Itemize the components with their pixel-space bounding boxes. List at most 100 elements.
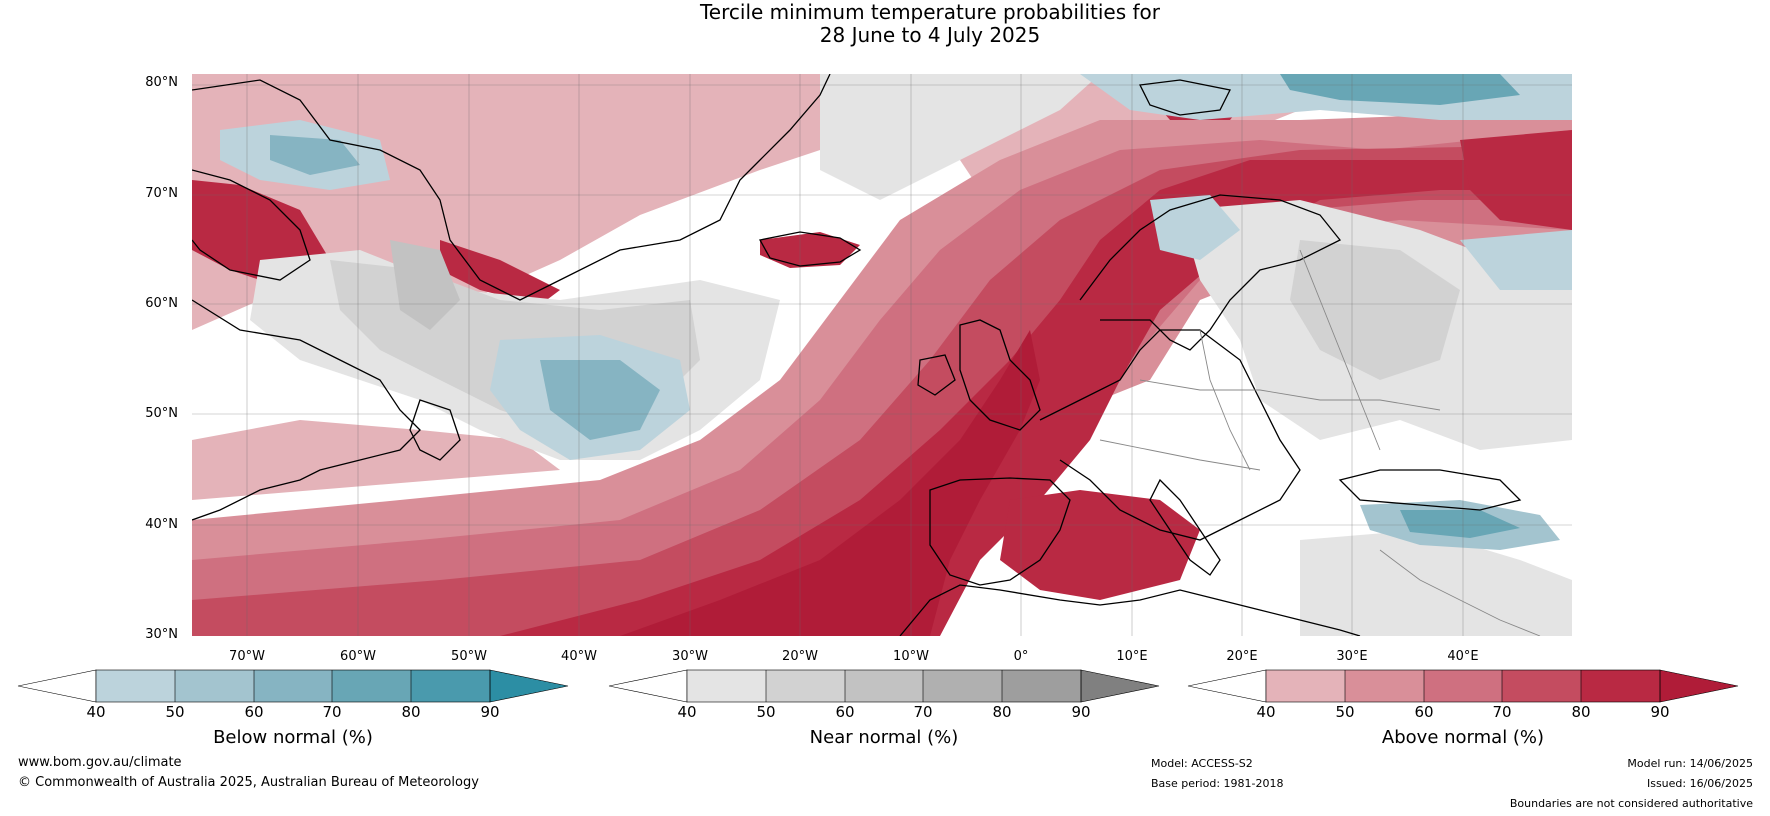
iberia-coast [929, 477, 1071, 586]
near-tick-60: 60 [835, 703, 855, 721]
svalbard-coast [1139, 79, 1231, 116]
colorbar-above-bin-50-60 [1345, 670, 1424, 702]
north-africa-coast [899, 584, 1361, 636]
colorbar-below-title: Below normal (%) [213, 727, 373, 748]
colorbar-above-bin-40-50 [1266, 670, 1345, 702]
above-80-iceland [760, 232, 860, 268]
near-tick-90: 90 [1071, 703, 1091, 721]
lat-label-40n: 40°N [145, 517, 178, 532]
above-tick-90: 90 [1650, 703, 1670, 721]
footer-base-period: Base period: 1981-2018 [1151, 777, 1284, 790]
colorbar-above-bin-80-90 [1581, 670, 1660, 702]
colorbar-above-upper-extend [1659, 669, 1739, 703]
lon-label-10e: 10°E [1116, 649, 1148, 664]
iceland-coast [758, 231, 862, 267]
near-50-region-europe [1290, 240, 1460, 380]
colorbar-near-bin-70-80 [923, 670, 1002, 702]
lat-label-70n: 70°N [145, 186, 178, 201]
national-boundaries [1099, 249, 1541, 636]
below-tick-90: 90 [480, 703, 500, 721]
above-tick-80: 80 [1571, 703, 1591, 721]
colorbar-above-title: Above normal (%) [1381, 727, 1545, 748]
lon-label-30e: 30°E [1336, 649, 1368, 664]
colorbar-below-lower-extend [17, 669, 97, 703]
footer-model-run: Model run: 14/06/2025 [1627, 757, 1753, 770]
colorbar-above-bin-70-80 [1502, 670, 1581, 702]
above-80-greenland-se [440, 240, 560, 305]
below-tick-40: 40 [86, 703, 106, 721]
map-title-line1: Tercile minimum temperature probabilitie… [699, 0, 1161, 24]
colorbar-below-bin-50-60 [175, 670, 254, 702]
near-tick-80: 80 [992, 703, 1012, 721]
colorbar-below-bin-40-50 [96, 670, 175, 702]
british-isles-coast [917, 319, 1041, 431]
colorbar-near-title: Near normal (%) [809, 727, 959, 748]
near-tick-50: 50 [756, 703, 776, 721]
lon-label-40e: 40°E [1447, 649, 1479, 664]
map-title-line2: 28 June to 4 July 2025 [819, 23, 1041, 47]
lon-label-10w: 10°W [893, 649, 929, 664]
below-tick-60: 60 [244, 703, 264, 721]
above-40-region-south [192, 420, 560, 500]
colorbar-below-upper-extend [489, 669, 569, 703]
lon-label-70w: 70°W [229, 649, 265, 664]
footer-url: www.bom.gov.au/climate [18, 755, 182, 770]
colorbar-near-bin-50-60 [766, 670, 845, 702]
colorbar-above-lower-extend [1187, 669, 1267, 703]
lon-label-20w: 20°W [782, 649, 818, 664]
near-40-region-se [1300, 530, 1572, 636]
lat-label-60n: 60°N [145, 296, 178, 311]
lon-label-50w: 50°W [451, 649, 487, 664]
near-40-region-north [820, 74, 1100, 200]
colorbar-below-bin-80-90 [411, 670, 490, 702]
footer-issued: Issued: 16/06/2025 [1646, 777, 1753, 790]
colorbar-below-bin-70-80 [332, 670, 411, 702]
colorbar-above-normal [1187, 669, 1739, 703]
above-90-region [620, 330, 1040, 636]
below-60-region-baffin [270, 135, 360, 175]
graticule [192, 74, 1572, 636]
colorbar-near-bin-80-90 [1002, 670, 1081, 702]
below-40-region-scand [1150, 195, 1240, 260]
above-tick-40: 40 [1256, 703, 1276, 721]
coastlines [192, 74, 1522, 636]
near-tick-70: 70 [913, 703, 933, 721]
below-tick-70: 70 [322, 703, 342, 721]
baffin-coast [192, 169, 311, 281]
below-70-region-blacksea [1400, 510, 1520, 538]
colorbar-near-lower-extend [608, 669, 688, 703]
lat-label-30n: 30°N [145, 627, 178, 642]
colorbar-above-bin-60-70 [1424, 670, 1502, 702]
lon-label-0: 0° [1013, 649, 1029, 664]
below-70-region-arctic [1280, 74, 1520, 105]
above-tick-70: 70 [1492, 703, 1512, 721]
lon-label-40w: 40°W [561, 649, 597, 664]
newfoundland-coast [409, 399, 461, 461]
lat-label-80n: 80°N [145, 75, 178, 90]
above-tick-50: 50 [1335, 703, 1355, 721]
below-60-region-labrador-sea [540, 360, 660, 440]
colorbar-below-normal [17, 669, 569, 703]
below-tick-80: 80 [401, 703, 421, 721]
italy-coast [1149, 478, 1221, 576]
near-60-region-labrador [390, 240, 460, 330]
greenland-coast [192, 74, 831, 301]
colorbar-near-bin-60-70 [845, 670, 923, 702]
footer-copyright: © Commonwealth of Australia 2025, Austra… [18, 775, 479, 790]
black-sea-coast [1338, 469, 1522, 511]
probability-fields [192, 74, 1572, 636]
colorbar-below-bin-60-70 [254, 670, 332, 702]
colorbar-near-upper-extend [1080, 669, 1160, 703]
lon-label-20e: 20°E [1226, 649, 1258, 664]
colorbar-near-normal [608, 669, 1160, 703]
labrador-coast [192, 299, 421, 521]
scandinavia-coast [1079, 194, 1342, 351]
europe-coast [1039, 329, 1301, 541]
below-40-region-russia [1460, 230, 1572, 290]
lon-label-60w: 60°W [340, 649, 376, 664]
above-tick-60: 60 [1414, 703, 1434, 721]
colorbar-near-bin-40-50 [687, 670, 766, 702]
lat-label-50n: 50°N [145, 406, 178, 421]
footer-model: Model: ACCESS-S2 [1151, 757, 1253, 770]
